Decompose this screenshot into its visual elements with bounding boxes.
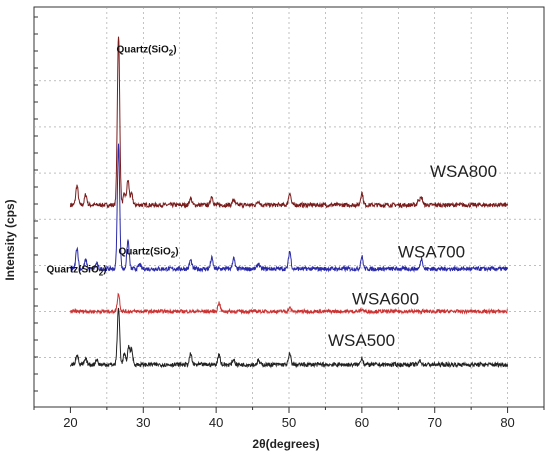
- x-tick-label: 70: [427, 415, 441, 430]
- series-label-wsa600: WSA600: [352, 289, 419, 308]
- series-label-wsa800: WSA800: [430, 162, 497, 181]
- x-tick-label: 40: [209, 415, 223, 430]
- x-axis-label: 2θ(degrees): [252, 437, 319, 451]
- y-axis-label: Intensity (cps): [3, 199, 17, 280]
- x-tick-label: 20: [63, 415, 77, 430]
- series-label-wsa700: WSA700: [398, 242, 465, 261]
- x-tick-label: 80: [500, 415, 514, 430]
- quartz-annotation: Quartz(SiO2): [119, 247, 179, 260]
- x-tick-label: 30: [136, 415, 150, 430]
- quartz-annotation: Quartz(SiO2): [47, 264, 107, 277]
- series-line-wsa700: [69, 143, 509, 273]
- series-layer: [69, 36, 509, 369]
- annotations: Quartz(SiO2)Quartz(SiO2)Quartz(SiO2)Quar…: [47, 44, 179, 277]
- x-tick-label: 50: [282, 415, 296, 430]
- quartz-annotation: Quartz(SiO2): [117, 44, 177, 57]
- series-line-wsa500: [69, 307, 509, 369]
- series-line-wsa600: [69, 292, 508, 316]
- x-tick-label: 60: [355, 415, 369, 430]
- y-ticks: [34, 16, 38, 392]
- series-label-wsa500: WSA500: [328, 331, 395, 350]
- series-line-wsa800: [69, 36, 509, 209]
- x-ticks: 20 30 40 50 60 70 80: [33, 407, 545, 430]
- series-labels: WSA800 WSA700 WSA600 WSA500: [328, 162, 497, 350]
